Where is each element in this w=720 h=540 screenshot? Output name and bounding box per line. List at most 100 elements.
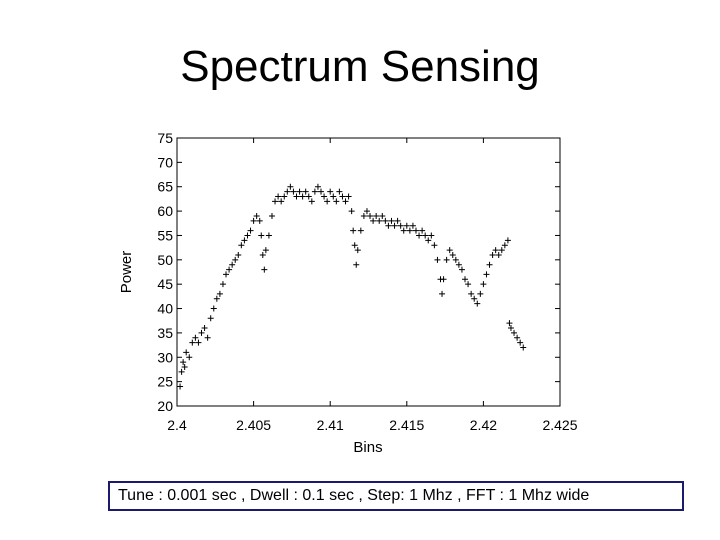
x-tick-label: 2.41 <box>317 417 344 433</box>
data-point <box>425 237 432 244</box>
data-point <box>480 281 487 288</box>
data-point <box>192 334 199 341</box>
data-point <box>232 256 239 263</box>
data-point <box>511 329 518 336</box>
y-axis: 20 25 30 35 40 45 50 55 60 65 70 75 <box>157 130 560 414</box>
data-point <box>272 198 279 205</box>
data-point <box>388 217 395 224</box>
data-points <box>177 183 527 390</box>
data-point <box>219 281 226 288</box>
data-point <box>370 217 377 224</box>
data-point <box>296 188 303 195</box>
data-point <box>350 227 357 234</box>
data-point <box>262 247 269 254</box>
data-point <box>474 300 481 307</box>
plot-frame <box>176 137 561 407</box>
data-point <box>275 193 282 200</box>
data-point <box>446 247 453 254</box>
data-point <box>308 198 315 205</box>
data-point <box>186 354 193 361</box>
data-point <box>183 349 190 356</box>
data-point <box>455 261 462 268</box>
data-point <box>318 188 325 195</box>
y-tick-label: 55 <box>157 227 173 243</box>
data-point <box>495 251 502 258</box>
x-tick-label: 2.42 <box>470 417 497 433</box>
data-point <box>180 359 187 366</box>
data-point <box>357 227 364 234</box>
data-point <box>244 232 251 239</box>
y-tick-label: 60 <box>157 203 173 219</box>
x-tick-label: 2.425 <box>542 417 577 433</box>
data-point <box>250 217 257 224</box>
data-point <box>314 183 321 190</box>
data-point <box>226 266 233 273</box>
data-point <box>207 315 214 322</box>
footer-caption: Tune : 0.001 sec , Dwell : 0.1 sec , Ste… <box>108 481 684 511</box>
data-point <box>360 212 367 219</box>
x-axis-label: Bins <box>353 439 382 456</box>
data-point <box>434 256 441 263</box>
data-point <box>501 242 508 249</box>
data-point <box>376 217 383 224</box>
data-point <box>281 193 288 200</box>
data-point <box>428 232 435 239</box>
data-point <box>181 364 188 371</box>
data-point <box>330 193 337 200</box>
x-axis: 2.4 2.405 2.41 2.415 2.42 2.425 <box>167 138 578 433</box>
data-point <box>258 232 265 239</box>
data-point <box>253 212 260 219</box>
data-point <box>261 266 268 273</box>
y-tick-label: 70 <box>157 154 173 170</box>
data-point <box>210 305 217 312</box>
data-point <box>440 276 447 283</box>
x-tick-label: 2.4 <box>167 417 187 433</box>
x-tick-label: 2.405 <box>236 417 271 433</box>
data-point <box>302 188 309 195</box>
y-tick-label: 45 <box>157 276 173 292</box>
data-point <box>431 242 438 249</box>
y-tick-label: 75 <box>157 130 173 146</box>
y-tick-label: 35 <box>157 325 173 341</box>
data-point <box>406 227 413 234</box>
data-point <box>498 247 505 254</box>
data-point <box>471 295 478 302</box>
data-point <box>195 339 202 346</box>
data-point <box>339 193 346 200</box>
data-point <box>278 198 285 205</box>
data-point <box>198 329 205 336</box>
data-point <box>189 339 196 346</box>
data-point <box>223 271 230 278</box>
data-point <box>229 261 236 268</box>
data-point <box>354 247 361 254</box>
data-point <box>397 222 404 229</box>
data-point <box>416 232 423 239</box>
data-point <box>238 242 245 249</box>
data-point <box>345 193 352 200</box>
data-point <box>204 334 211 341</box>
y-tick-label: 30 <box>157 349 173 365</box>
data-point <box>235 251 242 258</box>
y-tick-label: 20 <box>157 398 173 414</box>
y-tick-label: 65 <box>157 179 173 195</box>
data-point <box>324 198 331 205</box>
data-point <box>422 232 429 239</box>
data-point <box>382 217 389 224</box>
data-point <box>327 188 334 195</box>
data-point <box>311 188 318 195</box>
data-point <box>290 188 297 195</box>
data-point <box>268 212 275 219</box>
data-point <box>342 198 349 205</box>
data-point <box>241 237 248 244</box>
data-point <box>391 222 398 229</box>
data-point <box>412 227 419 234</box>
data-point <box>216 290 223 297</box>
y-tick-label: 50 <box>157 252 173 268</box>
data-point <box>177 383 184 390</box>
data-point <box>486 261 493 268</box>
data-point <box>394 217 401 224</box>
data-point <box>385 222 392 229</box>
x-tick-label: 2.415 <box>389 417 424 433</box>
data-point <box>256 217 263 224</box>
